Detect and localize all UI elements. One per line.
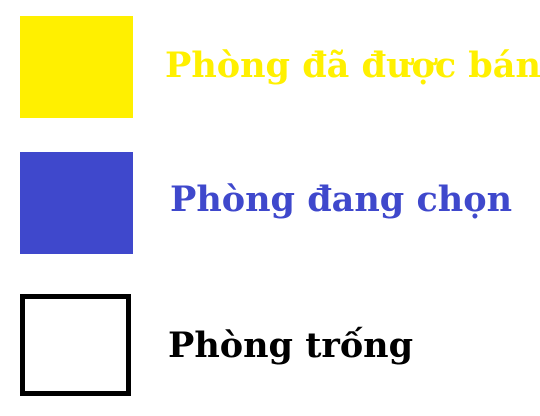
legend-item-empty: Phòng trống	[0, 270, 540, 416]
selected-label: Phòng đang chọn	[170, 179, 513, 220]
empty-label: Phòng trống	[168, 325, 414, 366]
sold-label: Phòng đã được bán	[165, 45, 540, 86]
sold-color-swatch	[20, 16, 133, 118]
legend-item-sold: Phòng đã được bán	[0, 0, 540, 130]
empty-color-swatch	[20, 294, 131, 396]
legend-item-selected: Phòng đang chọn	[0, 130, 540, 270]
selected-color-swatch	[20, 152, 133, 254]
